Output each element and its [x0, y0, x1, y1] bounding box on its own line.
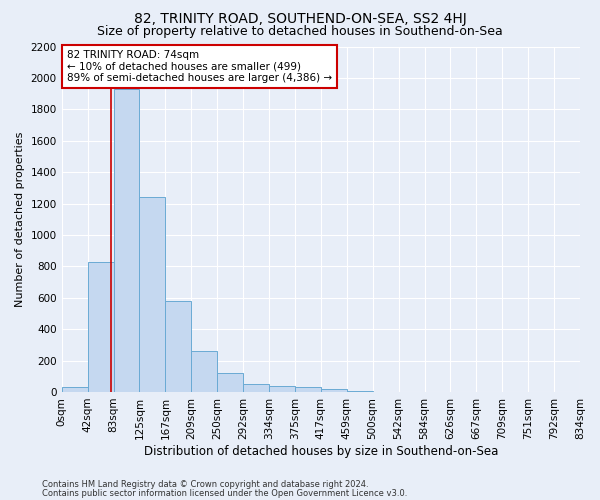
Bar — [113, 89, 139, 392]
Text: Contains public sector information licensed under the Open Government Licence v3: Contains public sector information licen… — [42, 488, 407, 498]
Y-axis label: Number of detached properties: Number of detached properties — [15, 132, 25, 307]
Text: 82, TRINITY ROAD, SOUTHEND-ON-SEA, SS2 4HJ: 82, TRINITY ROAD, SOUTHEND-ON-SEA, SS2 4… — [134, 12, 466, 26]
Bar — [347, 391, 373, 392]
Bar — [217, 373, 243, 392]
X-axis label: Distribution of detached houses by size in Southend-on-Sea: Distribution of detached houses by size … — [143, 444, 498, 458]
Bar — [139, 197, 166, 392]
Text: 82 TRINITY ROAD: 74sqm
← 10% of detached houses are smaller (499)
89% of semi-de: 82 TRINITY ROAD: 74sqm ← 10% of detached… — [67, 50, 332, 83]
Text: Size of property relative to detached houses in Southend-on-Sea: Size of property relative to detached ho… — [97, 25, 503, 38]
Bar — [191, 351, 217, 392]
Bar — [166, 301, 191, 392]
Bar — [88, 262, 113, 392]
Bar — [295, 387, 321, 392]
Text: Contains HM Land Registry data © Crown copyright and database right 2024.: Contains HM Land Registry data © Crown c… — [42, 480, 368, 489]
Bar — [321, 389, 347, 392]
Bar — [269, 386, 295, 392]
Bar — [62, 387, 88, 392]
Bar — [243, 384, 269, 392]
